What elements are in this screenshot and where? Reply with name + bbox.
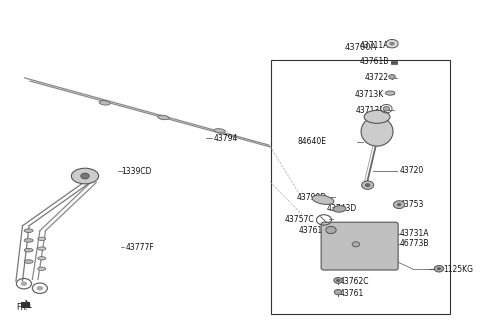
- Circle shape: [397, 203, 401, 206]
- Ellipse shape: [385, 91, 395, 95]
- Text: 43722: 43722: [365, 73, 389, 82]
- Circle shape: [336, 279, 340, 282]
- Ellipse shape: [38, 257, 46, 260]
- Text: 84640E: 84640E: [297, 137, 326, 146]
- Circle shape: [36, 286, 43, 291]
- Ellipse shape: [158, 115, 169, 120]
- Text: 43713L: 43713L: [356, 106, 384, 115]
- Text: 43743D: 43743D: [327, 204, 357, 214]
- Ellipse shape: [333, 206, 346, 212]
- Ellipse shape: [38, 247, 46, 250]
- Circle shape: [352, 242, 360, 247]
- Text: 1339CD: 1339CD: [121, 167, 152, 176]
- Ellipse shape: [38, 267, 46, 270]
- Text: 43762C: 43762C: [339, 277, 369, 286]
- Text: 43753: 43753: [399, 200, 424, 209]
- Circle shape: [434, 265, 444, 272]
- Text: 43711A: 43711A: [360, 41, 389, 50]
- Text: 46773B: 46773B: [399, 239, 429, 248]
- Text: 43777F: 43777F: [126, 243, 155, 253]
- Circle shape: [334, 290, 342, 295]
- Circle shape: [81, 173, 89, 179]
- Ellipse shape: [24, 239, 33, 242]
- Ellipse shape: [24, 229, 33, 233]
- Text: 43761: 43761: [339, 289, 364, 297]
- Text: 1125KG: 1125KG: [443, 265, 473, 274]
- Circle shape: [326, 226, 336, 234]
- Bar: [21, 302, 30, 308]
- Circle shape: [386, 39, 398, 48]
- Text: 43761B: 43761B: [360, 57, 389, 66]
- Circle shape: [365, 183, 371, 187]
- Text: 43731A: 43731A: [399, 229, 429, 238]
- Circle shape: [437, 267, 441, 270]
- Circle shape: [21, 281, 27, 286]
- Ellipse shape: [72, 168, 98, 184]
- Circle shape: [361, 181, 374, 189]
- Text: 43757C: 43757C: [285, 215, 314, 224]
- Text: FR.: FR.: [16, 303, 28, 312]
- Text: 43700A: 43700A: [345, 43, 377, 52]
- Text: 43790D: 43790D: [296, 193, 326, 202]
- Circle shape: [383, 106, 390, 111]
- Circle shape: [389, 42, 395, 46]
- Ellipse shape: [364, 110, 390, 123]
- Circle shape: [334, 277, 342, 283]
- Ellipse shape: [312, 195, 334, 204]
- Text: 43713K: 43713K: [355, 90, 384, 99]
- Text: 43720: 43720: [399, 166, 424, 175]
- Ellipse shape: [361, 117, 393, 146]
- Ellipse shape: [214, 129, 225, 133]
- Ellipse shape: [24, 260, 33, 263]
- Text: 43794: 43794: [214, 134, 238, 143]
- Bar: [271, 60, 450, 314]
- Ellipse shape: [24, 248, 33, 252]
- Circle shape: [394, 201, 405, 209]
- Circle shape: [389, 74, 396, 79]
- Ellipse shape: [99, 101, 110, 105]
- Text: 43761D: 43761D: [299, 226, 329, 235]
- FancyBboxPatch shape: [321, 222, 398, 270]
- Bar: [391, 61, 397, 64]
- Ellipse shape: [38, 237, 46, 240]
